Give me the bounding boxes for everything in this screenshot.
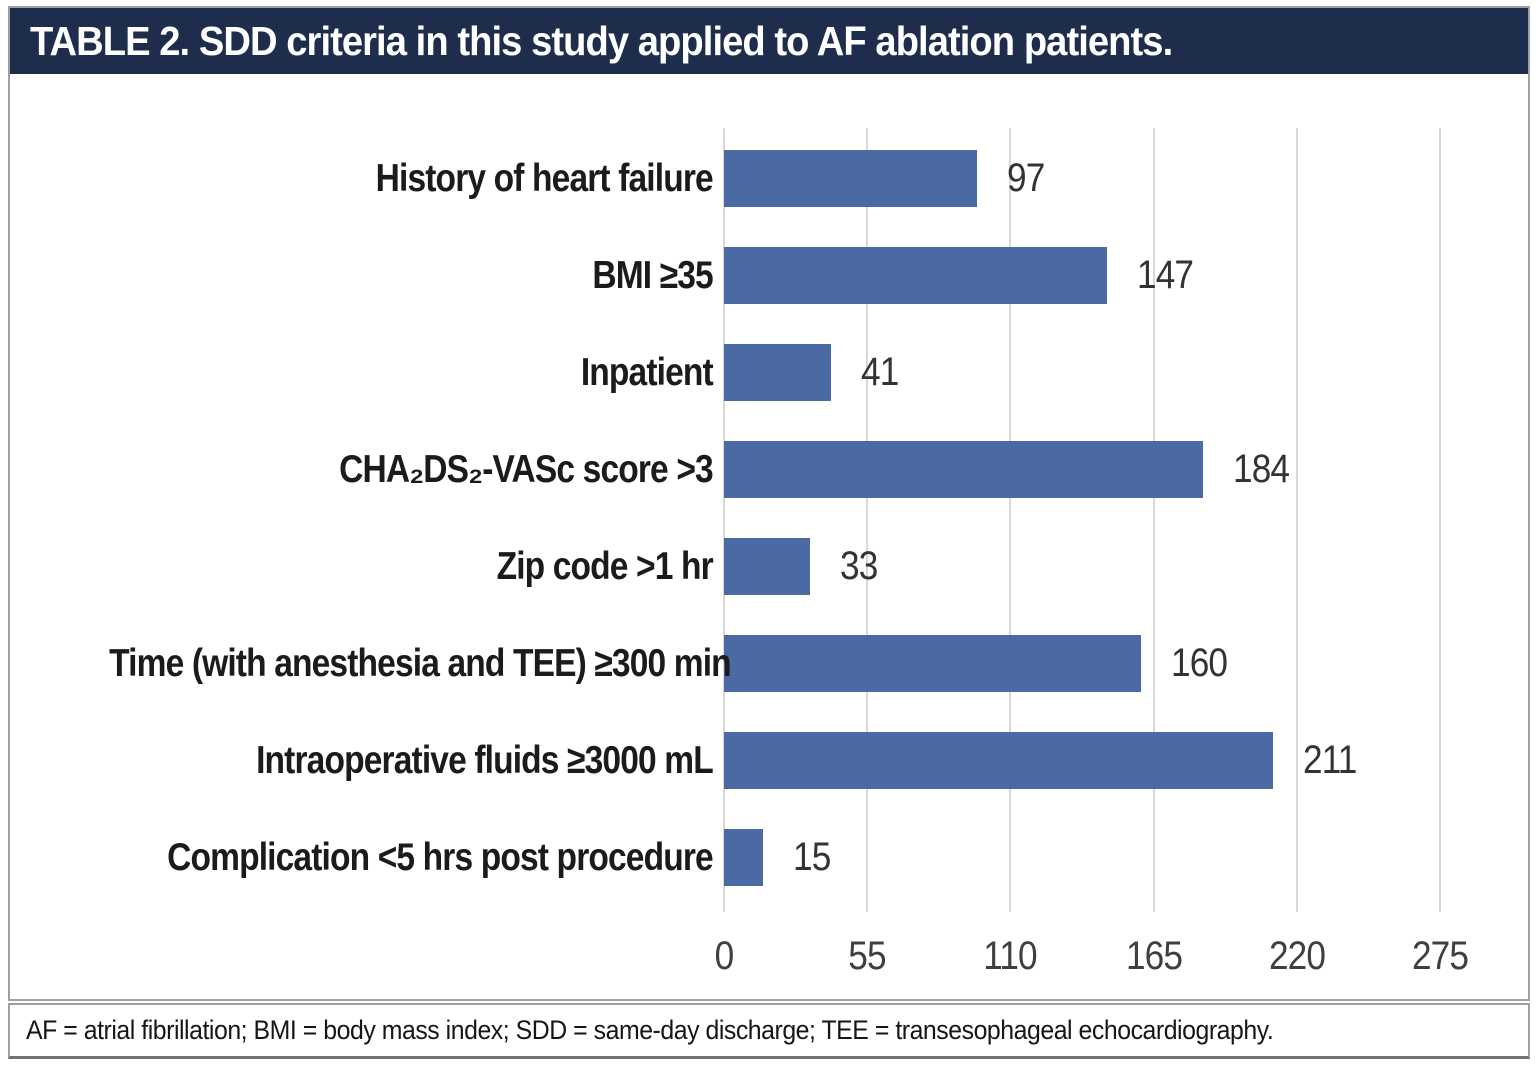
chart-row: Complication <5 hrs post procedure 15 — [10, 809, 1528, 906]
value-label: 184 — [1233, 447, 1290, 491]
bar-rows: History of heart failure 97 BMI ≥35 147 Inpa… — [10, 130, 1528, 906]
category-label: Zip code >1 hr — [496, 544, 714, 588]
x-tick-label: 165 — [1125, 934, 1183, 978]
bar — [724, 538, 810, 595]
value-label: 160 — [1170, 641, 1228, 685]
value-label: 41 — [860, 350, 899, 394]
footnote-text: AF = atrial fibrillation; BMI = body mas… — [26, 1015, 1274, 1045]
category-label: Inpatient — [580, 350, 714, 394]
bar-track: 147 — [718, 227, 1528, 324]
category-label: BMI ≥35 — [592, 253, 713, 297]
chart-row: History of heart failure 97 — [10, 130, 1528, 227]
gridline — [1009, 128, 1012, 912]
bar — [724, 635, 1141, 692]
bar — [724, 732, 1274, 789]
bar — [724, 150, 977, 207]
chart-row: CHA₂DS₂-VASc score >3 184 — [10, 421, 1528, 518]
title-bar: TABLE 2. SDD criteria in this study appl… — [10, 8, 1528, 74]
bar-track: 41 — [718, 324, 1528, 421]
bar — [724, 247, 1107, 304]
bar-track: 33 — [718, 518, 1528, 615]
x-tick-label: 275 — [1411, 934, 1469, 978]
value-label: 33 — [839, 544, 878, 588]
chart-row: Inpatient 41 — [10, 324, 1528, 421]
chart-row: Zip code >1 hr 33 — [10, 518, 1528, 615]
value-label: 15 — [793, 835, 831, 879]
category-label: Complication <5 hrs post procedure — [167, 835, 714, 879]
x-tick-label: 220 — [1268, 934, 1326, 978]
gridline — [723, 128, 725, 912]
footnote-box: AF = atrial fibrillation; BMI = body mas… — [8, 1003, 1530, 1059]
category-label: Time (with anesthesia and TEE) ≥300 min — [109, 641, 732, 685]
bar — [724, 441, 1204, 498]
bar-track: 160 — [718, 615, 1528, 712]
x-tick-label: 55 — [848, 934, 886, 978]
gridline — [1439, 128, 1441, 912]
bar-track: 184 — [718, 421, 1528, 518]
bar-track: 15 — [718, 809, 1528, 906]
x-tick-label: 110 — [983, 934, 1038, 978]
figure-title: TABLE 2. SDD criteria in this study appl… — [30, 17, 1173, 64]
category-label: CHA₂DS₂-VASc score >3 — [339, 447, 714, 491]
category-label: Intraoperative fluids ≥3000 mL — [256, 738, 714, 782]
chart-area: History of heart failure 97 BMI ≥35 147 Inpa… — [10, 74, 1528, 999]
category-label: History of heart failure — [375, 156, 714, 200]
chart-row: BMI ≥35 147 — [10, 227, 1528, 324]
figure-panel: TABLE 2. SDD criteria in this study appl… — [8, 6, 1530, 1001]
bar-track: 97 — [718, 130, 1528, 227]
chart-row: Intraoperative fluids ≥3000 mL 211 — [10, 712, 1528, 809]
value-label: 211 — [1303, 738, 1357, 782]
value-label: 97 — [1006, 156, 1045, 200]
gridline — [866, 128, 869, 912]
value-label: 147 — [1136, 253, 1194, 297]
bar — [724, 344, 831, 401]
gridline — [1152, 128, 1155, 912]
chart-row: Time (with anesthesia and TEE) ≥300 min 1… — [10, 615, 1528, 712]
x-tick-label: 0 — [714, 934, 735, 978]
gridline — [1295, 128, 1298, 912]
bar — [724, 829, 764, 886]
bar-track: 211 — [718, 712, 1528, 809]
